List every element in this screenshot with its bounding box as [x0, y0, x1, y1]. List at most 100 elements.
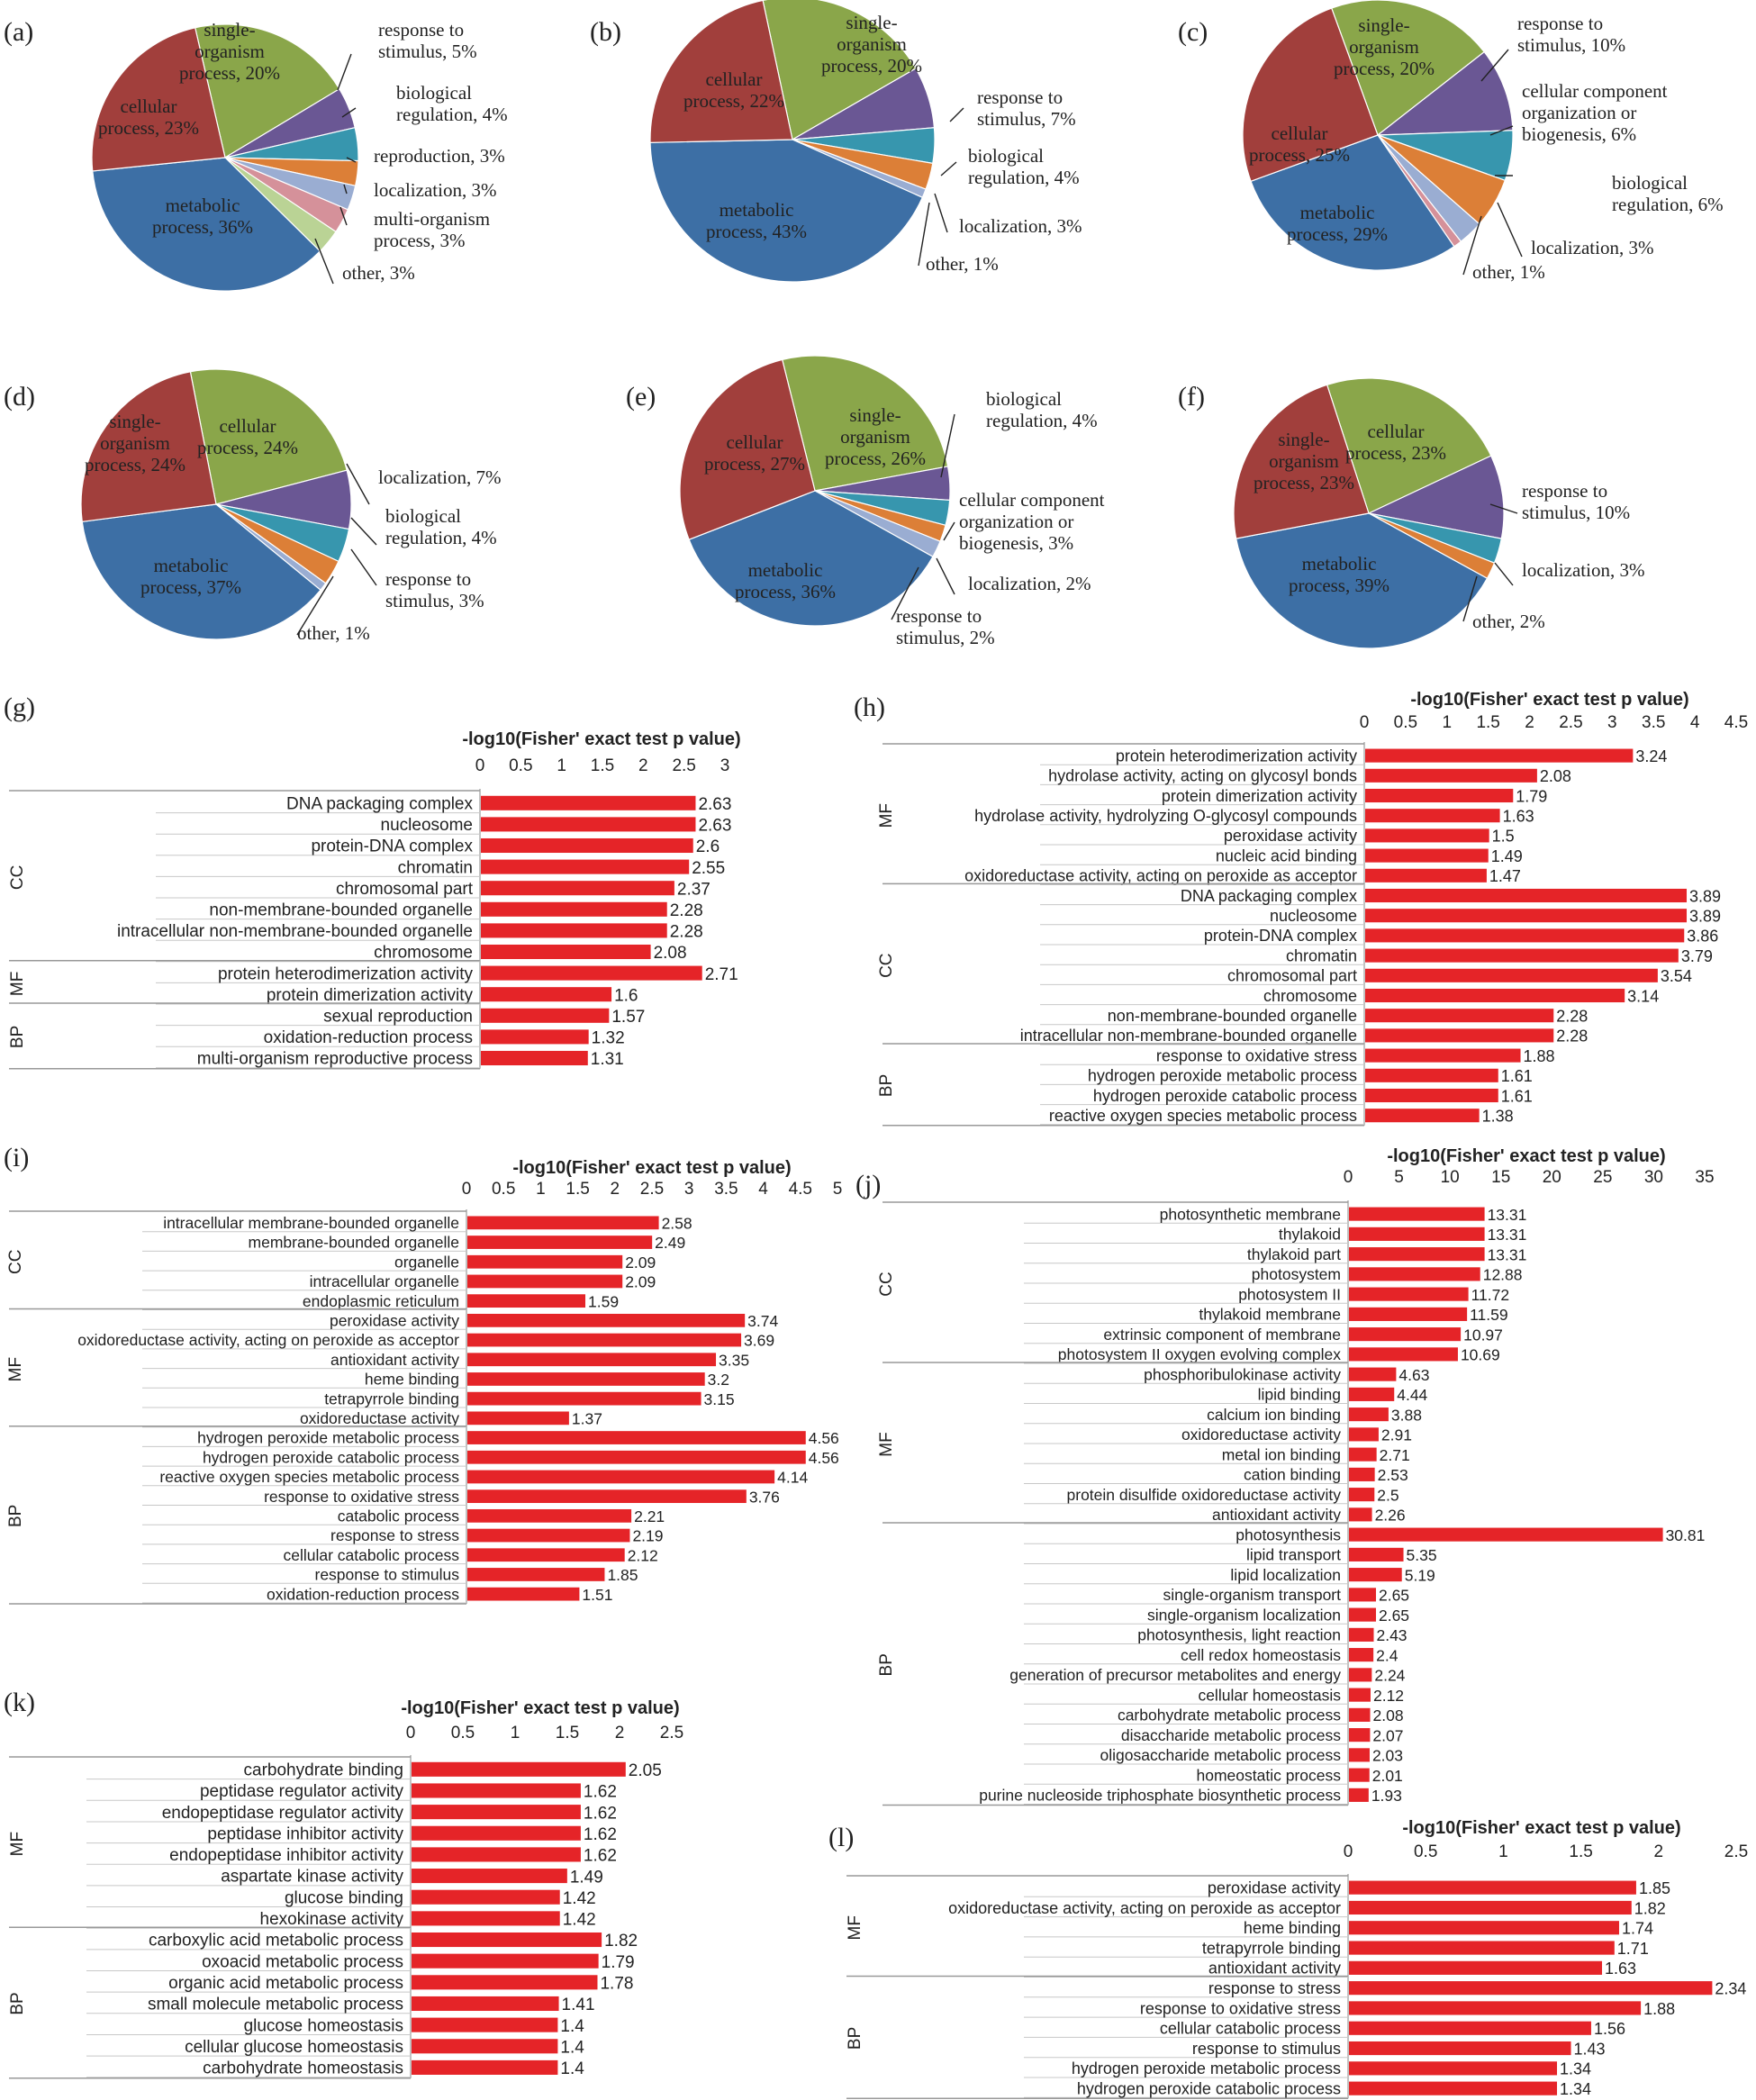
category-label: protein dimerization activity [1162, 787, 1357, 805]
bar [1365, 809, 1500, 823]
pie-label-line: process, 39% [1289, 575, 1389, 596]
pie-label: cellular process, 24% [197, 415, 298, 458]
value-label: 3.35 [719, 1351, 749, 1369]
bar [467, 1333, 742, 1347]
value-label: 1.59 [588, 1292, 619, 1310]
pie-label-line: process, 20% [821, 55, 922, 77]
category-label: antioxidant activity [1208, 1960, 1341, 1978]
bar [467, 1431, 806, 1444]
category-label: small molecule metabolic process [148, 1996, 403, 2014]
pie-label: metabolic process, 36% [152, 195, 253, 238]
pie-slice [91, 27, 226, 172]
bar [1349, 1447, 1377, 1462]
pie-slice [1235, 512, 1489, 649]
category-label: nucleosome [1270, 907, 1357, 925]
tick-label: 1.5 [1569, 1842, 1592, 1861]
bar [1365, 1109, 1480, 1123]
value-label: 1.41 [562, 1996, 595, 2014]
pie-chart-4: (e) single-organism process, 26% biological… [626, 355, 1105, 648]
bar [412, 2017, 558, 2032]
value-label: 1.88 [1643, 2000, 1675, 2018]
category-label: intracellular non-membrane-bounded organ… [117, 922, 473, 941]
category-label: organic acid metabolic process [168, 1974, 403, 1993]
leader-line [891, 566, 919, 620]
pie-label-line: other, 1% [297, 622, 370, 644]
category-label: response to stimulus [315, 1566, 460, 1584]
leader-line [936, 557, 955, 595]
bar [481, 901, 667, 917]
bar [1349, 1768, 1370, 1782]
value-label: 1.42 [563, 1911, 596, 1930]
category-label: photosystem [1252, 1265, 1341, 1283]
group-label: MF [8, 1832, 27, 1856]
bar [1349, 1307, 1468, 1321]
bar [412, 1805, 581, 1820]
pie-label: biological regulation, 4% [968, 145, 1080, 188]
tick-label: 2.5 [672, 756, 695, 775]
category-label: protein dimerization activity [267, 986, 474, 1005]
bar [1365, 748, 1634, 763]
category-label: purine nucleoside triphosphate biosynthe… [979, 1787, 1341, 1805]
tick-label: 0.5 [492, 1180, 515, 1199]
bar [481, 944, 651, 960]
value-label: 2.28 [670, 923, 703, 942]
category-label: chromatin [1286, 946, 1357, 964]
category-label: protein heterodimerization activity [1116, 747, 1357, 765]
bar [1365, 788, 1514, 803]
value-label: 2.49 [655, 1234, 685, 1252]
bar [1349, 1688, 1371, 1702]
pie-label-line: regulation, 4% [385, 527, 497, 548]
category-label: response to oxidative stress [1156, 1046, 1357, 1064]
pie-slice [189, 368, 348, 505]
bar [1349, 1627, 1374, 1642]
pie-label: localization, 3% [374, 179, 496, 201]
bar [467, 1274, 623, 1289]
value-label: 2.08 [1540, 767, 1571, 785]
category-label: peptidase inhibitor activity [207, 1824, 403, 1843]
tick-label: 0 [1360, 713, 1370, 732]
leader-line [339, 206, 348, 226]
panel-label: (j) [855, 1170, 881, 1199]
bar [1365, 848, 1489, 863]
pie-label-line: reproduction, 3% [374, 145, 505, 167]
value-label: 1.56 [1594, 2020, 1625, 2038]
bar [1349, 1788, 1369, 1802]
leader-line [949, 107, 964, 122]
bar [1365, 948, 1679, 963]
pie-label: single-organism process, 26% [825, 404, 926, 469]
pie-label-line: localization, 3% [374, 179, 496, 201]
value-label: 2.55 [692, 859, 725, 878]
x-axis-title: -log10(Fisher' exact test p value) [462, 729, 740, 749]
value-label: 2.28 [1556, 1027, 1588, 1045]
tick-label: 5 [833, 1180, 843, 1199]
tick-label: 2 [1654, 1842, 1664, 1861]
bar-chart-0: (g) -log10(Fisher' exact test p value) 0 0.… [4, 692, 741, 1070]
tick-label: 0 [462, 1180, 472, 1199]
pie-label-line: other, 1% [1472, 261, 1545, 283]
pie-label: response to stimulus, 5% [378, 19, 477, 62]
value-label: 1.74 [1622, 1920, 1653, 1938]
value-label: 2.71 [705, 965, 738, 984]
pie-slice [1233, 384, 1370, 539]
pie-label: biological regulation, 4% [385, 505, 497, 548]
bar [1349, 1547, 1404, 1561]
pie-label-line: regulation, 4% [396, 104, 508, 125]
bar [1349, 2081, 1558, 2095]
category-label: organelle [394, 1253, 459, 1271]
category-label: lipid binding [1258, 1386, 1341, 1404]
pie-label-line: process, 23% [98, 117, 199, 139]
bar [481, 1008, 610, 1023]
group-label: CC [877, 1272, 896, 1296]
pie-label-line: single- [846, 12, 897, 33]
bar [412, 2039, 558, 2054]
pie-chart-2: (c) single-organism process, 20% response t… [1178, 0, 1724, 283]
pie-label: cellular process, 23% [98, 95, 199, 139]
pie-label-line: cellular [220, 415, 276, 437]
bar [467, 1450, 806, 1464]
leader-line [1462, 215, 1482, 276]
pie-label: other, 1% [926, 253, 999, 275]
value-label: 1.37 [572, 1410, 602, 1428]
pie-label: cellular component organization or biogene… [1522, 80, 1668, 145]
category-label: photosynthetic membrane [1160, 1205, 1341, 1223]
category-label: hydrogen peroxide catabolic process [203, 1448, 459, 1466]
